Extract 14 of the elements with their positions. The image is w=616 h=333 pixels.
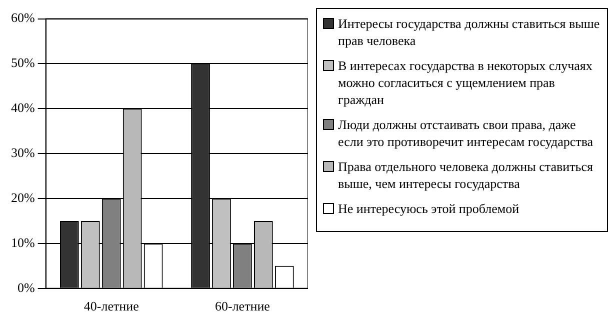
y-tick-label: 50% — [10, 55, 35, 70]
legend-label: Интересы государства должны ставиться выше прав человека — [338, 15, 601, 49]
legend-label: В интересах государства в некоторых случаях можно согласиться с ущемлением прав граждан — [338, 57, 594, 108]
legend-label: Не интересуюсь этой проблемой — [338, 200, 520, 217]
y-tick-label: 0% — [17, 280, 35, 295]
legend-label: Права отдельного человека должны ставиться выше, чем интересы государства — [338, 158, 594, 192]
y-tick-label: 60% — [10, 10, 35, 26]
y-tick-label: 20% — [10, 190, 35, 205]
y-tick-label: 30% — [10, 145, 35, 160]
legend-label: Люди должны отстаивать свои права, даже если это противоречит интересам государства — [338, 116, 594, 150]
y-tick-label: 40% — [10, 100, 35, 116]
x-tick-label: 60-летние — [214, 298, 270, 314]
x-tick-label: 40-летние — [84, 298, 140, 314]
y-tick-label: 10% — [10, 234, 35, 250]
